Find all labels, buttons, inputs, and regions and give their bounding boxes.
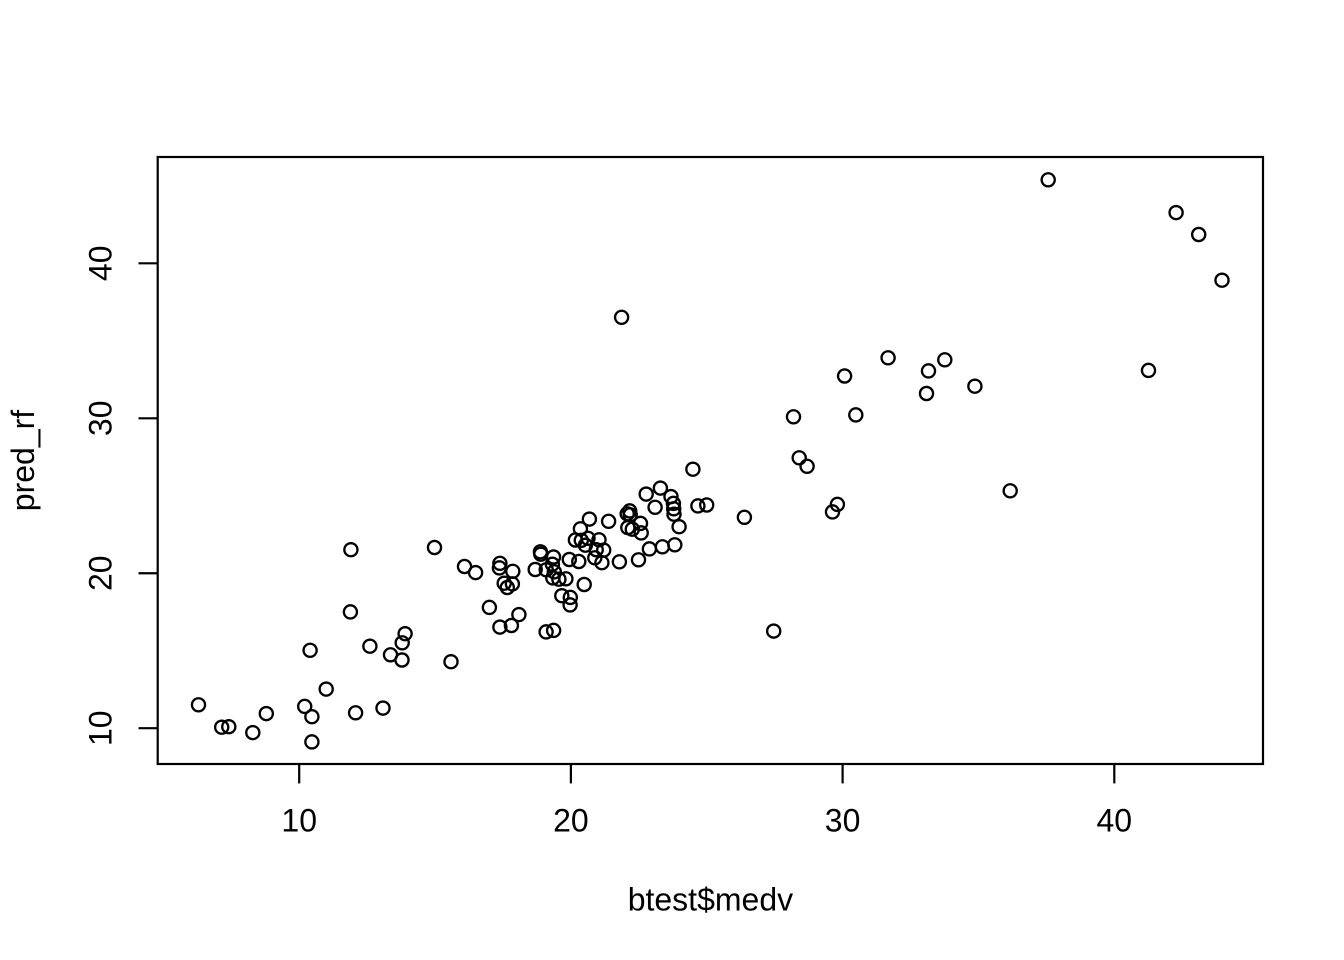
svg-text:20: 20	[553, 803, 589, 839]
svg-text:btest$medv: btest$medv	[628, 882, 793, 918]
svg-text:30: 30	[83, 401, 119, 437]
svg-text:10: 10	[83, 710, 119, 746]
svg-text:40: 40	[1097, 803, 1133, 839]
svg-text:40: 40	[83, 246, 119, 282]
svg-text:10: 10	[281, 803, 317, 839]
svg-text:20: 20	[83, 555, 119, 591]
svg-text:pred_rf: pred_rf	[5, 410, 41, 512]
svg-text:30: 30	[825, 803, 861, 839]
